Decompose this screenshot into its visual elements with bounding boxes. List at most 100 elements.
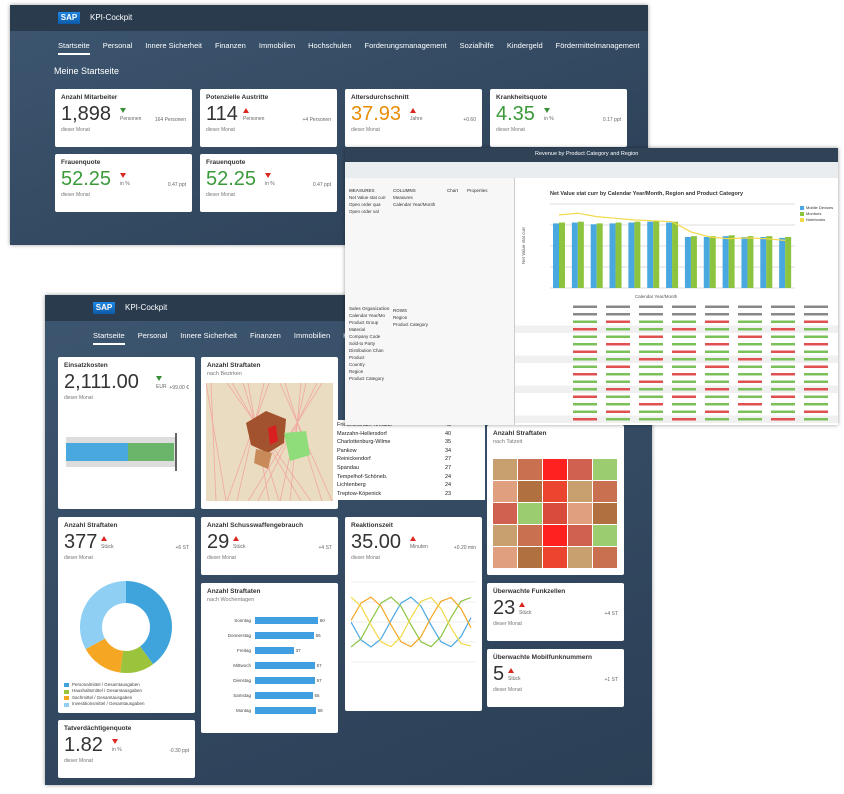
kpi-tile[interactable]: Reaktionszeit 35.00 Minuten dieser Monat +0.… <box>345 517 482 711</box>
chart <box>66 433 177 471</box>
tile-subtitle: nach Tatzeit <box>493 439 523 445</box>
tile-title: Frauenquote <box>206 159 246 166</box>
dimension-item: Country <box>349 362 365 367</box>
kpi-unit: Stück <box>101 544 114 550</box>
dimension-item: Distribution Chan <box>349 348 384 353</box>
y-tick-label: Donnerstag <box>227 633 251 638</box>
side-panel <box>345 178 515 425</box>
column-item: COLUMNS <box>393 188 416 193</box>
bar-label: 58 <box>317 708 323 713</box>
nav-tab[interactable]: Immobilien <box>293 331 331 340</box>
screen: SAP KPI-Cockpit Startseite Personal Innere S… <box>10 5 648 245</box>
nav-tab[interactable]: Fördermittelmanagement <box>555 41 640 50</box>
kpi-tile[interactable]: Anzahl Straftaten nach Tatzeit <box>487 425 624 575</box>
nav-tab[interactable]: Startseite <box>93 331 125 345</box>
heat-cell <box>543 481 567 502</box>
panel-tab[interactable]: Properties <box>467 188 488 193</box>
bar <box>690 236 697 288</box>
kpi-tile[interactable]: Anzahl Schusswaffengebrauch 29 Stück dieser… <box>201 517 338 575</box>
cell-figure <box>672 335 696 338</box>
kpi-tile[interactable]: Frauenquote 52.25 in % dieser Monat 0.47 ppt <box>55 154 192 212</box>
cell-figure <box>639 380 663 383</box>
kpi-value: 23 <box>493 597 516 619</box>
cell-figure <box>573 380 597 383</box>
cell-figure <box>672 343 696 346</box>
cell-figure <box>738 328 762 331</box>
cell-figure <box>639 410 663 413</box>
heat-cell <box>593 459 617 480</box>
tile-title: Anzahl Straftaten <box>493 430 547 437</box>
kpi-tile[interactable]: Überwachte Funkzellen 23 Stück dieser Monat… <box>487 583 624 641</box>
nav-tab[interactable]: Startseite <box>58 41 90 55</box>
cell-figure <box>804 350 828 353</box>
nav-tab[interactable]: Hochschulen <box>308 41 352 50</box>
heat-cell <box>518 525 542 546</box>
nav-tab[interactable]: Personal <box>102 41 133 50</box>
dimension-item: Product Category <box>349 376 385 381</box>
district-list: Friedrichshain-Kreuzb. 45 Marzahn-Hellersd… <box>333 420 485 500</box>
cell-figure <box>705 358 729 361</box>
kpi-tile[interactable]: Anzahl Straftaten nach Wochentagen Sonntag… <box>201 583 338 733</box>
nav-tab[interactable]: Finanzen <box>250 331 281 340</box>
nav-tab[interactable]: Forderungsmanagement <box>364 41 447 50</box>
cell-figure <box>606 328 630 331</box>
bar <box>747 236 754 288</box>
kpi-tile[interactable]: Anzahl Straftaten 377 Stück dieser Monat +6 … <box>58 517 195 713</box>
cell-figure <box>573 403 597 406</box>
bar <box>255 632 314 639</box>
nav-tab[interactable]: Innere Sicherheit <box>145 41 202 50</box>
map-road <box>226 383 270 501</box>
kpi-tile[interactable]: Überwachte Mobilfunknummern 5 Stück dieser … <box>487 649 624 707</box>
bar <box>722 236 729 288</box>
toolbar <box>345 162 838 178</box>
nav-tab[interactable]: Innere Sicherheit <box>180 331 237 340</box>
district-count: 24 <box>445 473 452 480</box>
nav-tab[interactable]: Sozialhilfe <box>459 41 494 50</box>
row-item: Product Category <box>393 322 429 327</box>
cell-figure <box>639 403 663 406</box>
kpi-sub: dieser Monat <box>351 127 380 133</box>
cell-figure <box>705 365 729 368</box>
x-axis-label: Calendar Year/Month <box>635 294 678 299</box>
row-item: ROWS <box>393 308 407 313</box>
donut-segment <box>80 581 126 650</box>
nav-tab[interactable]: Immobilien <box>258 41 296 50</box>
nav-tab[interactable]: Kindergeld <box>506 41 543 50</box>
kpi-unit: in % <box>112 747 122 753</box>
kpi-tile[interactable]: Einsatzkosten 2,111.00 EUR dieser Monat +99.… <box>58 357 195 509</box>
cell-figure <box>804 343 828 346</box>
cell-figure <box>639 320 663 323</box>
dimension-item: Sold-to Party <box>349 341 376 346</box>
bar <box>255 707 316 714</box>
trend-line <box>351 596 472 648</box>
measure-item: MEASURES <box>349 188 375 193</box>
kpi-tile[interactable]: Krankheitsquote 4.35 in % dieser Monat 0.17 … <box>490 89 627 147</box>
kpi-value: 52.25 <box>61 168 112 190</box>
heat-cell <box>493 525 517 546</box>
kpi-tile[interactable]: Anzahl Straftaten nach Bezirken <box>201 357 338 509</box>
cell-figure <box>672 328 696 331</box>
kpi-unit: Jahre <box>410 116 423 122</box>
cell-figure <box>639 335 663 338</box>
cell-figure <box>573 343 597 346</box>
trend-arrow <box>112 739 118 744</box>
cell-figure <box>705 328 729 331</box>
heat-cell <box>568 481 592 502</box>
kpi-tile[interactable]: Anzahl Mitarbeiter 1,898 Personen dieser Mo… <box>55 89 192 147</box>
cell-figure <box>738 373 762 376</box>
panel-tab[interactable]: Chart <box>447 188 459 193</box>
kpi-tile[interactable]: Frauenquote 52.25 in % dieser Monat 0.47 ppt <box>200 154 337 212</box>
cell-figure <box>573 373 597 376</box>
cell-figure <box>606 395 630 398</box>
cell-figure <box>573 335 597 338</box>
kpi-tile[interactable]: Altersdurchschnitt 37.93 Jahre dieser Monat… <box>345 89 482 147</box>
nav-tab[interactable]: Finanzen <box>215 41 246 50</box>
kpi-unit: Stück <box>233 544 246 550</box>
kpi-tile[interactable]: Potenzielle Austritte 114 Personen dieser M… <box>200 89 337 147</box>
column-item: Calendar Year/Month <box>393 202 436 207</box>
y-axis-label: Net Value stat curr <box>520 227 526 264</box>
kpi-tile[interactable]: Tatverdächtigenquote 1.82 in % dieser Monat… <box>58 720 195 778</box>
kpi-delta: 164 Personen <box>154 117 186 123</box>
legend-label: Investitionsmittel / Gesamtausgaben <box>72 701 145 706</box>
nav-tab[interactable]: Personal <box>137 331 168 340</box>
